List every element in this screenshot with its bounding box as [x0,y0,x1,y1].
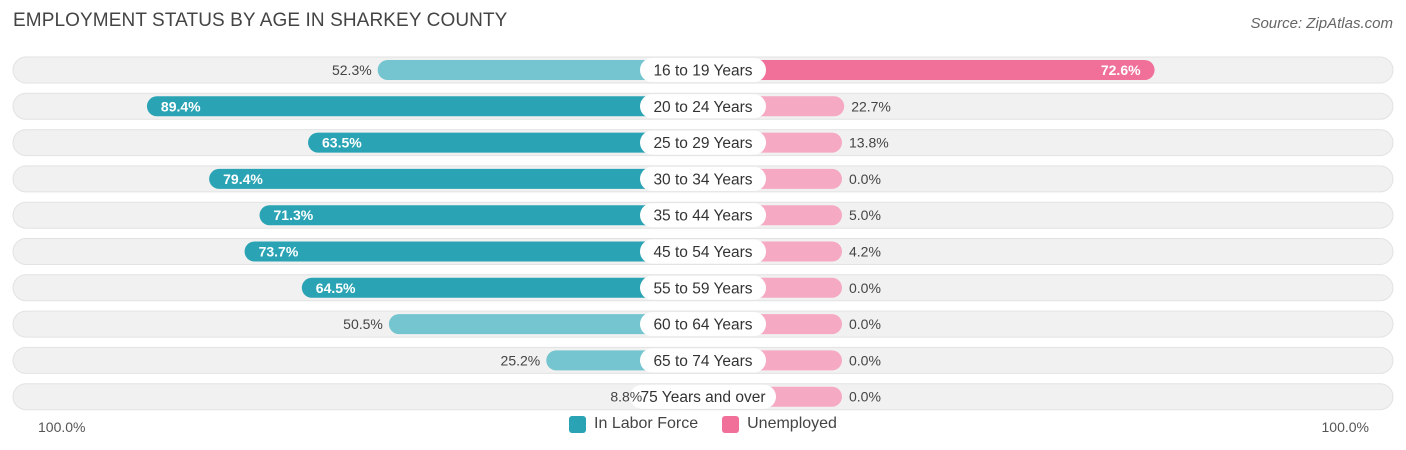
legend-swatch-unemployed [722,415,740,433]
labor-bar [259,205,703,226]
axis-right-label: 100.0% [1321,419,1369,435]
labor-bar [209,168,703,189]
category-pill [640,94,766,119]
category-pill [640,275,766,300]
labor-bar [377,60,703,80]
legend-label-unemployed: Unemployed [747,415,837,432]
category-pill [640,312,766,337]
unemployed-value-label: 0.0% [849,316,881,332]
category-pill [640,166,766,191]
chart-canvas: 16 to 19 Years 52.3% 72.6% 20 to 24 Years 89… [12,56,1394,411]
legend-label-labor: In Labor Force [594,415,699,432]
unemployed-value-label: 5.0% [849,207,881,223]
category-label: 45 to 54 Years [653,244,752,261]
labor-bar [146,96,703,117]
unemployed-value-label: 22.7% [851,98,891,114]
legend-item-unemployed: Unemployed [722,415,837,433]
source-label: Source: ZipAtlas.com [1250,15,1393,32]
unemployed-value-label: 13.8% [849,135,889,151]
legend: In Labor Force Unemployed [0,415,1406,433]
unemployed-value-label: 0.0% [849,352,881,368]
labor-bar [388,314,703,335]
labor-value-label: 79.4% [223,171,263,187]
unemployed-value-label: 0.0% [849,171,881,187]
unemployed-value-label: 0.0% [849,280,881,296]
category-pill [640,239,766,264]
category-label: 16 to 19 Years [653,63,752,80]
category-pill [640,58,766,82]
category-pill [640,130,766,155]
labor-value-label: 64.5% [316,280,356,296]
unemployed-bar [703,60,1155,80]
labor-value-label: 71.3% [274,207,314,223]
labor-bar [308,132,703,153]
category-pill [630,384,776,409]
chart-title: EMPLOYMENT STATUS BY AGE IN SHARKEY COUN… [13,10,508,31]
labor-value-label: 25.2% [501,352,541,368]
unemployed-value-label: 0.0% [849,389,881,405]
labor-value-label: 8.8% [610,389,642,405]
category-label: 75 Years and over [641,389,766,406]
unemployed-value-label: 72.6% [1101,62,1141,78]
category-label: 20 to 24 Years [653,99,752,116]
labor-bar [244,241,703,262]
category-label: 25 to 29 Years [653,135,752,152]
axis-left-label: 100.0% [38,419,86,435]
labor-value-label: 73.7% [259,244,299,260]
labor-bar [301,277,703,298]
category-pill [640,348,766,373]
labor-value-label: 52.3% [332,62,372,78]
unemployed-value-label: 4.2% [849,244,881,260]
category-label: 35 to 44 Years [653,208,752,225]
labor-value-label: 63.5% [322,135,362,151]
category-label: 30 to 34 Years [653,171,752,188]
category-label: 55 to 59 Years [653,280,752,297]
labor-value-label: 50.5% [343,316,383,332]
category-label: 60 to 64 Years [653,317,752,334]
legend-swatch-labor [569,415,587,433]
labor-value-label: 89.4% [161,98,201,114]
category-pill [640,203,766,228]
legend-item-labor: In Labor Force [569,415,698,433]
category-label: 65 to 74 Years [653,353,752,370]
